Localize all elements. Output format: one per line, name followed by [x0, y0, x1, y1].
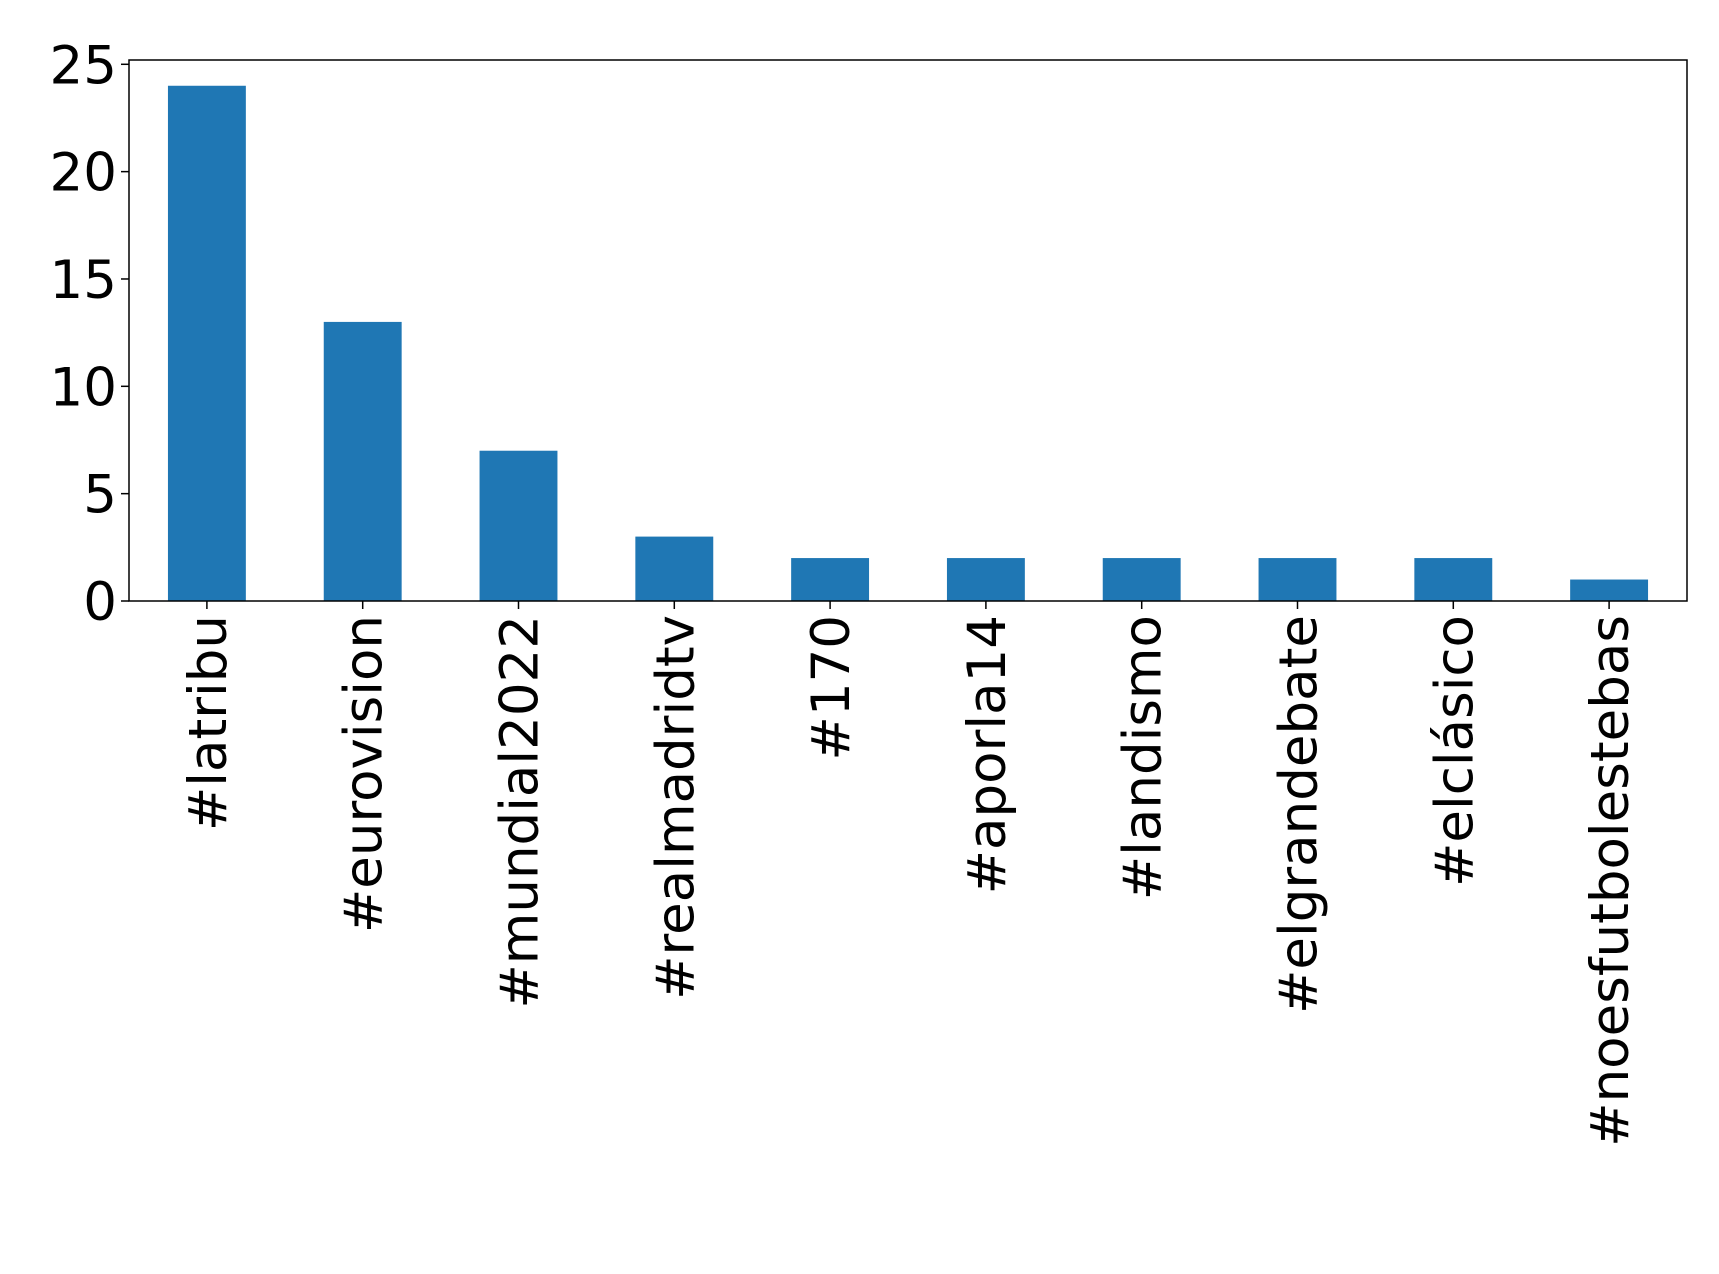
- plot-frame: [128, 59, 1688, 602]
- x-tick-label: #landismo: [1113, 615, 1174, 900]
- x-tick-label: #mundial2022: [490, 615, 551, 1009]
- bar: [1570, 579, 1649, 601]
- bar: [479, 450, 558, 601]
- x-tick-label: #aporla14: [957, 615, 1018, 894]
- bar: [791, 558, 870, 601]
- bar: [167, 85, 246, 601]
- bar: [1414, 558, 1493, 601]
- y-tick-label: 25: [50, 35, 117, 96]
- x-tick-label: #eurovision: [334, 615, 395, 933]
- y-tick-label: 0: [83, 572, 117, 633]
- x-tick-label: #realmadridtv: [645, 615, 706, 1000]
- y-tick-label: 5: [83, 465, 117, 526]
- y-tick-label: 10: [50, 357, 117, 418]
- x-tick-label: #170: [801, 615, 862, 761]
- x-tick-label: #elclásico: [1424, 615, 1485, 887]
- bar: [323, 321, 402, 601]
- bar: [1258, 558, 1337, 601]
- x-tick-label: #elgrandebate: [1269, 615, 1330, 1014]
- bar: [635, 536, 714, 601]
- x-tick-label: #latribu: [178, 615, 239, 831]
- bar: [946, 558, 1025, 601]
- y-tick-label: 15: [50, 250, 117, 311]
- y-tick-label: 20: [50, 143, 117, 204]
- x-tick-label: #noesfutbolestebas: [1580, 615, 1641, 1147]
- bar: [1102, 558, 1181, 601]
